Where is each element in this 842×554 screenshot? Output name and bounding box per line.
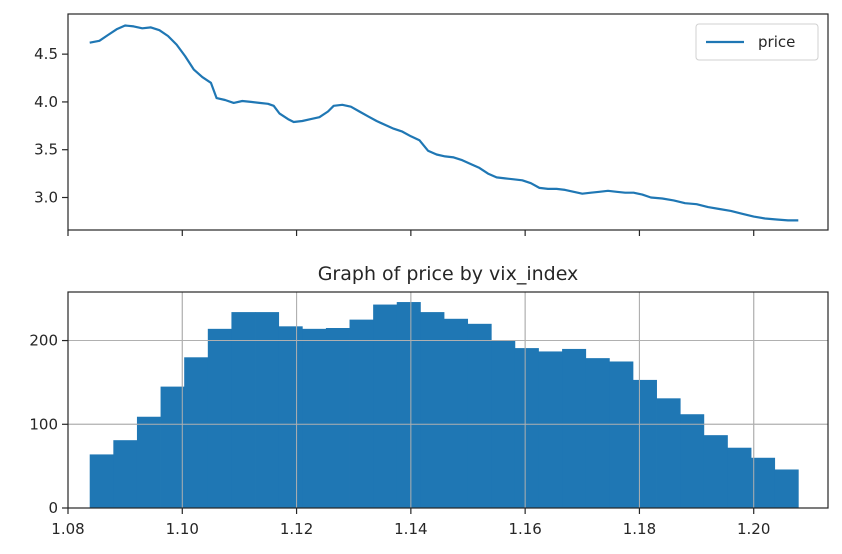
histogram-bar xyxy=(751,457,776,508)
histogram-bar xyxy=(207,328,232,508)
x-tick-label: 1.18 xyxy=(623,520,656,538)
top-x-axis xyxy=(67,230,755,236)
chart-title: Graph of price by vix_index xyxy=(318,263,579,285)
x-tick-label: 1.14 xyxy=(394,520,427,538)
histogram-bar xyxy=(632,379,657,508)
histogram-bar xyxy=(396,302,421,508)
bottom-y-axis: 0 100 200 xyxy=(29,332,68,517)
top-y-axis: 3.0 3.5 4.0 4.5 xyxy=(34,45,68,207)
histogram-bar xyxy=(656,398,681,508)
histogram-bar xyxy=(562,348,587,508)
top-plot-frame xyxy=(67,13,829,231)
y-tick-label: 100 xyxy=(29,415,58,433)
y-tick-label: 4.0 xyxy=(34,93,58,111)
histogram-bar xyxy=(113,440,138,508)
histogram-bar xyxy=(703,435,728,508)
histogram-bar xyxy=(325,328,350,508)
histogram-bar xyxy=(231,312,256,508)
histogram-bar xyxy=(278,326,303,508)
y-tick-label: 3.0 xyxy=(34,189,58,207)
histogram-bar xyxy=(420,312,445,508)
histogram-bar xyxy=(184,357,209,508)
histogram-bar xyxy=(160,386,185,508)
x-tick-label: 1.08 xyxy=(51,520,84,538)
bottom-plot-frame xyxy=(67,291,829,509)
histogram-chart: Graph of price by vix_index 0 100 200 1.08… xyxy=(29,263,829,538)
x-tick-label: 1.16 xyxy=(508,520,541,538)
histogram-bar xyxy=(774,469,799,508)
bottom-x-axis: 1.08 1.10 1.12 1.14 1.16 1.18 1.20 xyxy=(51,508,770,538)
histogram-bar xyxy=(373,304,398,508)
histogram-bar xyxy=(538,351,563,508)
y-tick-label: 4.5 xyxy=(34,45,58,63)
y-tick-label: 3.5 xyxy=(34,141,58,159)
histogram-bar xyxy=(89,454,114,508)
y-tick-label: 0 xyxy=(48,499,58,517)
y-tick-label: 200 xyxy=(29,332,58,350)
x-tick-label: 1.20 xyxy=(737,520,770,538)
legend-label: price xyxy=(758,33,795,51)
legend-box xyxy=(695,23,819,61)
histogram-bar xyxy=(609,361,634,508)
histogram-bars xyxy=(89,302,799,508)
histogram-bar xyxy=(727,447,752,508)
legend: price xyxy=(695,23,819,61)
price-series-line xyxy=(89,24,799,222)
histogram-bar xyxy=(136,416,161,508)
x-tick-label: 1.10 xyxy=(166,520,199,538)
histogram-bar xyxy=(680,414,705,508)
price-line-chart: 3.0 3.5 4.0 4.5 price xyxy=(34,13,829,236)
histogram-bar xyxy=(467,323,492,508)
histogram-bar xyxy=(349,319,374,508)
x-tick-label: 1.12 xyxy=(280,520,313,538)
histogram-bar xyxy=(255,312,280,508)
histogram-bar xyxy=(585,358,610,508)
histogram-bar xyxy=(302,328,327,508)
histogram-bar xyxy=(444,318,469,508)
histogram-bar xyxy=(514,348,539,508)
